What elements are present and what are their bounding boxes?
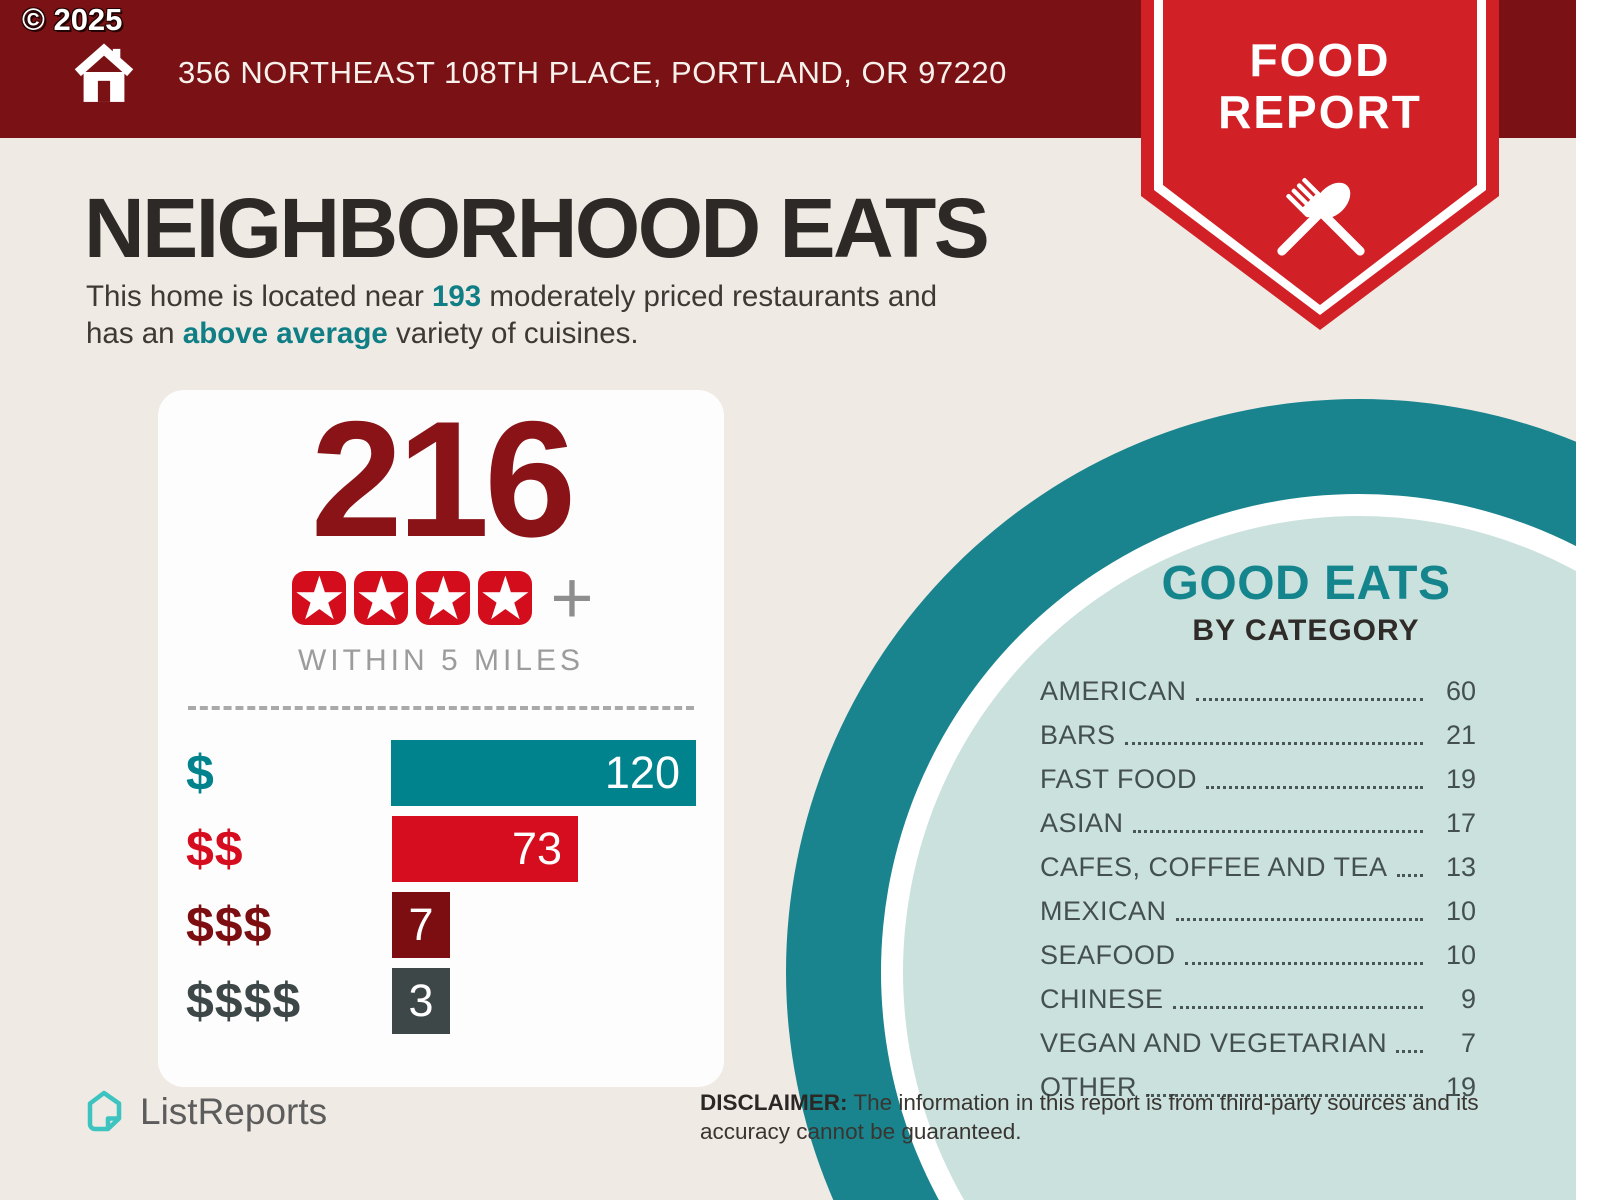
category-label: ASIAN: [1040, 808, 1124, 838]
food-report-ribbon: FOOD REPORT: [1141, 0, 1499, 332]
good-eats-section: GOOD EATS BY CATEGORY AMERICAN 60 BARS 21 FA…: [1040, 556, 1476, 1116]
star-icon: ★: [478, 571, 533, 625]
dotted-leader: [1132, 830, 1423, 833]
category-label: VEGAN AND VEGETARIAN: [1040, 1028, 1388, 1058]
home-icon: [74, 43, 134, 102]
category-row: SEAFOOD 10: [1040, 940, 1476, 971]
listreports-wordmark: ListReports: [140, 1091, 328, 1132]
intro-span: variety of cuisines.: [387, 317, 639, 350]
price-bar: 73: [392, 816, 578, 882]
good-eats-subtitle: BY CATEGORY: [1192, 614, 1420, 647]
price-bar-value: 120: [604, 747, 680, 798]
price-bar-row: $$$$ 3: [186, 968, 696, 1034]
category-row: CHINESE 9: [1040, 984, 1476, 1015]
price-bar: 120: [391, 740, 696, 806]
category-value: 10: [1445, 940, 1476, 970]
category-label: MEXICAN: [1040, 896, 1167, 926]
intro-span: This home is located near: [86, 280, 432, 313]
category-value: 10: [1445, 896, 1476, 926]
right-margin-strip: [1576, 0, 1600, 1200]
price-bar: 7: [392, 892, 450, 958]
category-row: MEXICAN 10: [1040, 896, 1476, 927]
category-label: BARS: [1040, 720, 1116, 750]
dotted-leader: [1396, 1050, 1423, 1053]
category-value: 19: [1445, 764, 1476, 794]
dotted-leader: [1146, 1094, 1423, 1097]
ribbon-title: FOOD REPORT: [1218, 34, 1422, 138]
dotted-leader: [1175, 918, 1423, 921]
category-label: CAFES, COFFEE AND TEA: [1040, 852, 1388, 882]
price-bar-value: 73: [511, 823, 562, 874]
category-value: 60: [1445, 676, 1476, 706]
category-label: SEAFOOD: [1040, 940, 1176, 970]
price-bar-row: $$ 73: [186, 816, 696, 882]
spoon-fork-icon: [1277, 178, 1365, 256]
price-tier-label: $: [186, 745, 215, 801]
dotted-leader: [1396, 874, 1423, 877]
category-value: 17: [1445, 808, 1476, 838]
intro-highlight: 193: [431, 280, 482, 313]
rating-stars: ★ ★ ★ ★ +: [158, 556, 724, 639]
intro-span: has an: [86, 317, 183, 350]
price-bar-value: 7: [408, 899, 434, 950]
disclaimer-label: DISCLAIMER:: [700, 1090, 848, 1115]
category-row: BARS 21: [1040, 720, 1476, 751]
category-label: CHINESE: [1040, 984, 1164, 1014]
price-tier-label: $$$: [186, 897, 273, 953]
copyright-text: © 2025: [22, 2, 123, 37]
radius-caption: WITHIN 5 MILES: [297, 644, 585, 677]
page-title: NEIGHBORHOOD EATS: [84, 181, 990, 275]
category-value: 9: [1460, 984, 1476, 1014]
dotted-leader: [1206, 786, 1423, 789]
total-count: 216: [310, 387, 576, 571]
disclaimer-text: The information in this report is from t…: [700, 1090, 1479, 1144]
ribbon-shape: [1141, 0, 1499, 330]
price-tier-label: $$: [186, 821, 244, 877]
dotted-leader: [1172, 1006, 1423, 1009]
star-icon: ★: [292, 571, 347, 625]
restaurant-stats-card: 216 ★ ★ ★ ★ + WITHIN 5 MILES $120 $$ 73 $$$ 7 $$$…: [158, 390, 724, 1087]
price-tier-label: $$$$: [186, 973, 302, 1029]
category-value: 19: [1445, 1072, 1476, 1102]
listreports-logo-icon: [87, 1090, 122, 1132]
category-value: 21: [1445, 720, 1476, 750]
category-label: FAST FOOD: [1040, 764, 1198, 794]
price-bar-chart: $120 $$ 73 $$$ 7 $$$$ 3: [186, 740, 696, 1034]
category-row: ASIAN 17: [1040, 808, 1476, 839]
category-label: OTHER: [1040, 1072, 1137, 1102]
category-row: FAST FOOD 19: [1040, 764, 1476, 795]
plus-icon: +: [550, 556, 594, 639]
dotted-leader: [1195, 698, 1423, 701]
star-icon: ★: [416, 571, 471, 625]
intro-text: This home is located near 193 moderately…: [86, 278, 1116, 352]
star-icon: ★: [354, 571, 409, 625]
property-address: 356 NORTHEAST 108TH PLACE, PORTLAND, OR …: [178, 55, 1007, 90]
price-bar-row: $$$ 7: [186, 892, 696, 958]
category-label: AMERICAN: [1040, 676, 1187, 706]
price-bar-row: $120: [186, 740, 696, 806]
category-row: OTHER 19: [1040, 1072, 1476, 1103]
dotted-leader: [1184, 962, 1423, 965]
intro-highlight: above average: [182, 317, 388, 350]
dotted-leader: [1124, 742, 1423, 745]
category-row: CAFES, COFFEE AND TEA 13: [1040, 852, 1476, 883]
good-eats-title: GOOD EATS: [1161, 557, 1451, 610]
disclaimer: DISCLAIMER: The information in this repo…: [700, 1088, 1500, 1146]
category-row: AMERICAN 60: [1040, 676, 1476, 707]
category-row: VEGAN AND VEGETARIAN 7: [1040, 1028, 1476, 1059]
category-list: AMERICAN 60 BARS 21 FAST FOOD 19 ASIAN 17 CAFES,…: [1040, 676, 1476, 1103]
listreports-brand: ListReports: [80, 1088, 327, 1136]
divider: [188, 706, 694, 710]
category-value: 7: [1460, 1028, 1476, 1058]
category-value: 13: [1445, 852, 1476, 882]
intro-span: moderately priced restaurants and: [481, 280, 938, 313]
price-bar: 3: [392, 968, 450, 1034]
price-bar-value: 3: [408, 975, 434, 1026]
